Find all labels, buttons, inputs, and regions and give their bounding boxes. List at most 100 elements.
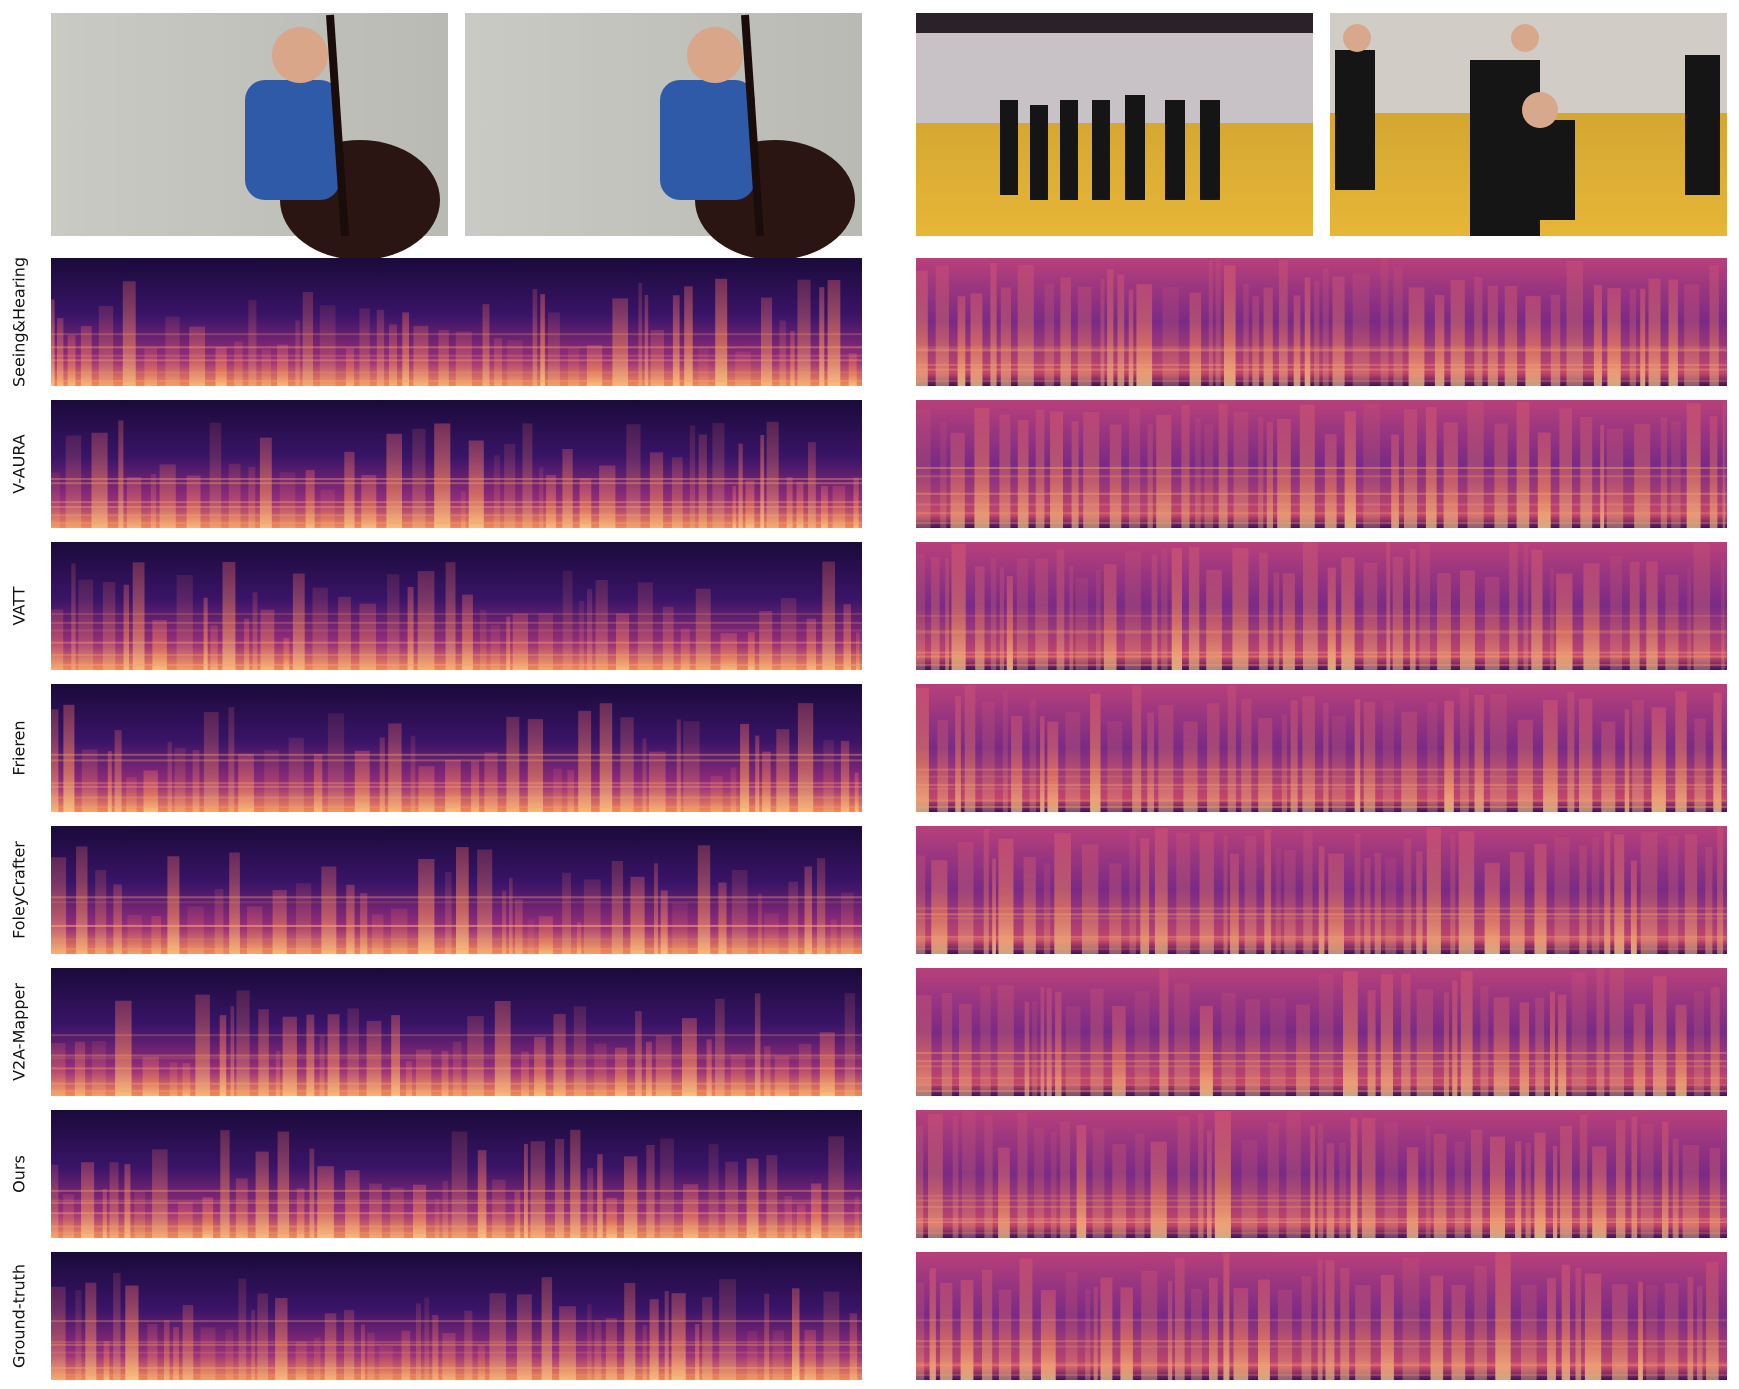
spectrogram-stripe: [1454, 1141, 1465, 1238]
spectrogram-stripe: [662, 606, 674, 670]
spectrogram-stripe: [655, 1035, 672, 1096]
harmonic-band: [916, 1319, 1727, 1322]
harmonic-band: [51, 782, 862, 785]
spectrogram-stripe: [1323, 703, 1329, 812]
spectrogram-stripe: [959, 1003, 972, 1096]
spectrogram-stripe: [167, 856, 180, 954]
spectrogram-stripe: [445, 872, 452, 954]
spectrogram-stripe: [78, 579, 94, 670]
spectrogram-stripe: [1040, 716, 1045, 812]
spectrogram-stripe: [1103, 564, 1117, 670]
spectrogram-stripe: [361, 1324, 365, 1380]
spectrogram-stripe: [1304, 277, 1311, 386]
spectrogram-stripe: [369, 1183, 382, 1238]
spectrogram-stripe: [541, 1277, 553, 1380]
spectrogram: [916, 968, 1727, 1096]
spectrogram: [916, 542, 1727, 670]
spectrogram-stripe: [1191, 1289, 1202, 1380]
spectrogram-stripe: [1310, 1126, 1315, 1238]
spectrogram-stripe: [764, 1046, 771, 1096]
spectrogram-stripe: [1596, 968, 1605, 1096]
spectrogram-stripe: [1534, 844, 1547, 954]
spectrogram-stripe: [587, 1304, 592, 1380]
spectrogram-stripe: [916, 553, 925, 670]
spectrogram-stripe: [562, 872, 571, 954]
spectrogram-stripe: [51, 472, 60, 528]
spectrogram-stripe: [424, 1297, 430, 1380]
spectrogram-stripe: [417, 571, 435, 670]
spectrogram-stripe: [1591, 837, 1600, 954]
spectrogram-stripe: [1050, 411, 1063, 528]
spectrogram-stripe: [1460, 687, 1469, 812]
spectrogram-stripe: [730, 1054, 746, 1096]
harmonic-band: [916, 1374, 1727, 1376]
spectrogram-stripe: [344, 1309, 355, 1380]
spectrogram-stripe: [1361, 1117, 1376, 1238]
spectrogram-stripe: [366, 1020, 382, 1096]
spectrogram-stripe: [1493, 997, 1510, 1096]
spectrogram-stripe: [388, 723, 402, 812]
spectrogram-stripe: [143, 770, 158, 812]
spectrogram-stripe: [538, 916, 553, 954]
spectrogram-stripe: [261, 349, 271, 386]
spectrogram-stripe: [277, 344, 289, 386]
spectrogram-stripe: [745, 480, 755, 528]
spectrogram-stripe: [259, 437, 272, 528]
spectrogram-stripe: [1340, 1268, 1350, 1380]
spectrogram-stripe: [534, 1036, 546, 1096]
spectrogram-stripe: [1132, 685, 1142, 812]
spectrogram-stripe: [539, 467, 544, 528]
spectrogram-stripe: [295, 1341, 307, 1380]
spectrogram-stripe: [1024, 1001, 1030, 1096]
spectrogram-stripe: [758, 893, 762, 954]
spectrogram-stripe: [1494, 423, 1508, 528]
harmonic-band: [916, 630, 1727, 633]
harmonic-band: [916, 1194, 1727, 1197]
spectrogram-stripe: [1374, 852, 1381, 954]
spectrogram-stripe: [1328, 853, 1344, 954]
spectrogram-stripe: [715, 278, 728, 386]
spectrogram-stripe: [553, 768, 562, 812]
spectrogram-stripe: [950, 432, 965, 528]
spectrogram-stripe: [527, 919, 535, 954]
harmonic-band: [51, 901, 862, 904]
spectrogram-stripe: [1640, 832, 1658, 954]
spectrogram-stripe: [416, 1303, 421, 1380]
harmonic-band: [916, 512, 1727, 515]
harmonic-band: [916, 1052, 1727, 1054]
spectrogram-stripe: [935, 265, 949, 386]
spectrogram-stripe: [51, 299, 55, 386]
spectrogram-stripe: [1401, 711, 1417, 812]
spectrogram-stripe: [312, 587, 328, 670]
spectrogram-stripe: [1319, 973, 1334, 1096]
spectrogram-stripe: [1281, 714, 1288, 812]
spectrogram-stripe: [840, 740, 850, 812]
spectrogram-stripe: [1230, 853, 1239, 954]
spectrogram-stripe: [74, 1041, 86, 1096]
spectrogram-stripe: [203, 712, 219, 812]
spectrogram-stripe: [576, 922, 582, 954]
spectrogram-stripe: [1035, 409, 1045, 528]
spectrogram-stripe: [1227, 685, 1236, 812]
spectrogram-stripe: [1451, 1285, 1466, 1380]
spectrogram-stripe: [1543, 700, 1558, 812]
spectrogram-stripe: [127, 915, 142, 954]
spectrogram-stripe: [821, 486, 828, 528]
harmonic-band: [916, 1084, 1727, 1086]
spectrogram-stripe: [482, 304, 490, 386]
spectrogram-stripe: [1687, 1277, 1694, 1380]
spectrogram-stripe: [1713, 692, 1722, 812]
spectrogram-stripe: [359, 603, 376, 670]
spectrogram-stripe: [507, 340, 523, 386]
spectrogram-stripe: [150, 474, 157, 528]
spectrogram-stripe: [1584, 1273, 1602, 1380]
spectrogram-stripe: [248, 466, 256, 528]
spectrogram-stripe: [76, 846, 88, 954]
spectrogram-stripe: [616, 613, 630, 670]
spectrogram-stripe: [484, 752, 498, 812]
harmonic-band: [51, 785, 862, 788]
harmonic-band: [51, 1367, 862, 1369]
spectrogram-stripe: [646, 1041, 652, 1096]
harmonic-band: [51, 654, 862, 656]
